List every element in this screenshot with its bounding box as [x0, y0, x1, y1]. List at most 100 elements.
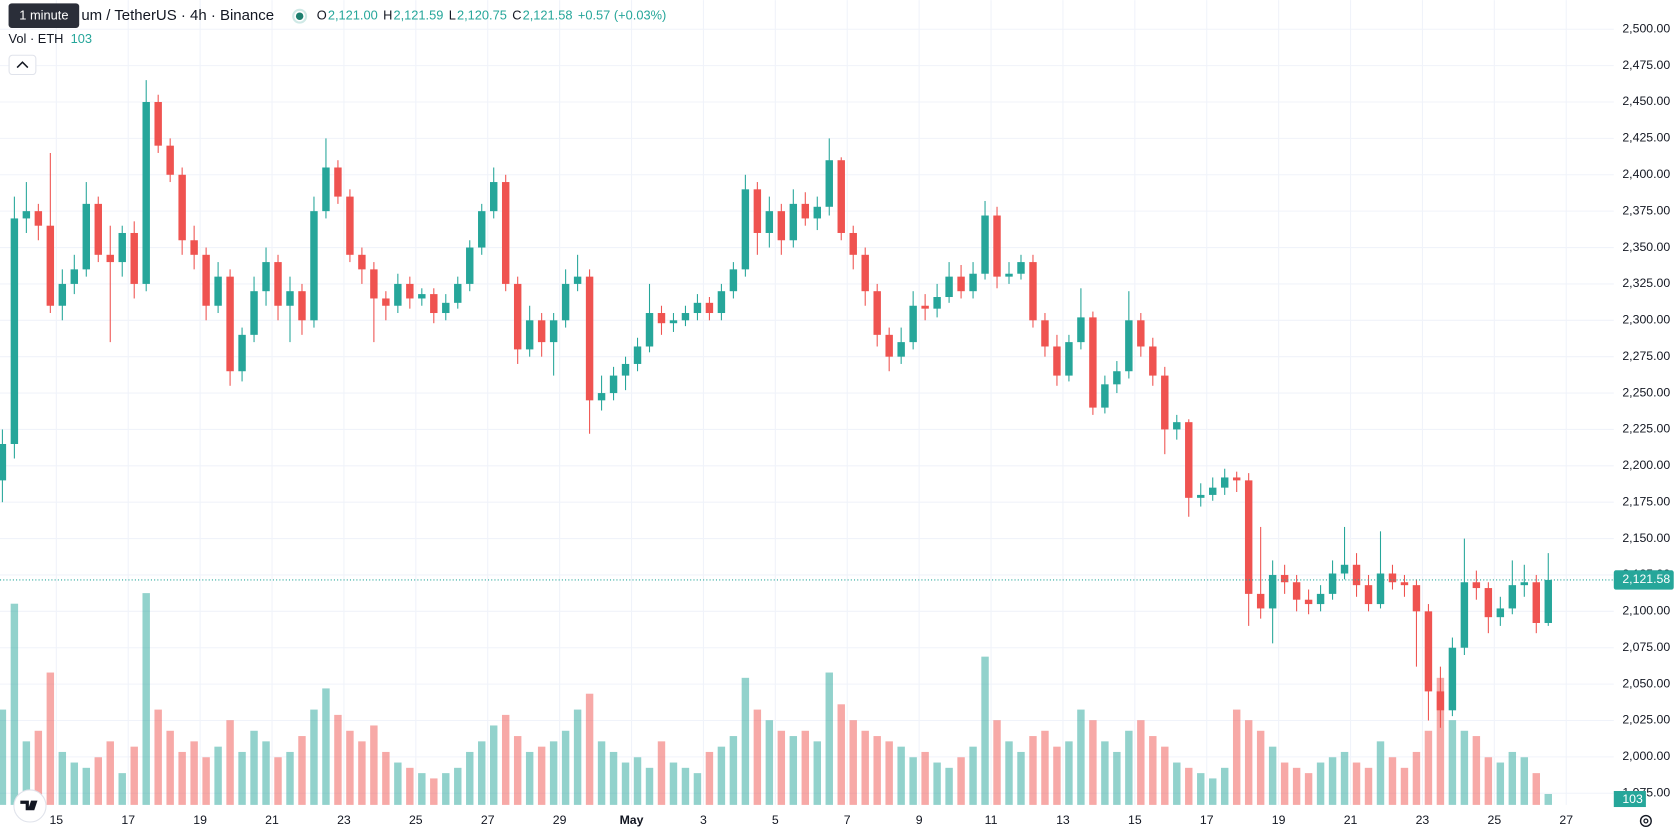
volume-bar [1197, 773, 1205, 805]
volume-bar [1484, 757, 1493, 805]
volume-bar [1364, 767, 1373, 805]
volume-bar [1508, 751, 1517, 805]
candle-body [1316, 593, 1325, 605]
volume-bar [478, 741, 486, 805]
candle-body [1508, 585, 1517, 609]
x-tick-label: May [620, 813, 644, 827]
candle-body [957, 276, 965, 292]
volume-bar [142, 593, 150, 805]
candle-body [1149, 346, 1157, 376]
volume-bar [1185, 767, 1193, 805]
ohlc-value: 2,120.75 [457, 8, 507, 23]
candle-body [849, 232, 857, 255]
candle-body [1376, 573, 1385, 605]
volume-bar [549, 741, 558, 805]
volume-bar [825, 672, 833, 805]
y-tick-label: 2,375.00 [1622, 203, 1670, 217]
candle-body [10, 218, 19, 444]
volume-bar [717, 746, 726, 805]
y-tick-label: 2,200.00 [1622, 458, 1670, 472]
x-tick-label: 3 [700, 813, 707, 827]
candle-body [693, 302, 702, 314]
volume-bar [430, 778, 438, 805]
candle-body [717, 291, 726, 314]
candle-body [1101, 384, 1109, 408]
volume-bar [1149, 736, 1157, 805]
x-tick-label: 15 [1128, 813, 1142, 827]
y-tick-label: 2,300.00 [1622, 313, 1670, 327]
candle-body [765, 211, 774, 233]
candle-body [993, 215, 1001, 277]
volume-bar [1424, 730, 1433, 805]
volume-bar [1448, 720, 1457, 805]
volume-bar [1244, 720, 1253, 805]
volume-bar [765, 720, 774, 805]
volume-bar [154, 709, 162, 805]
candle-body [1520, 582, 1529, 586]
volume-bar [382, 751, 390, 805]
axes: 1,975.002,000.002,025.002,050.002,075.00… [49, 21, 1674, 827]
candle-body [478, 211, 486, 248]
candle-body [741, 189, 750, 270]
volume-bar [298, 736, 306, 805]
y-tick-label: 2,025.00 [1622, 713, 1670, 727]
tv-logo [13, 789, 47, 823]
x-tick-label: 17 [1200, 813, 1214, 827]
y-tick-label: 2,050.00 [1622, 676, 1670, 690]
volume-bar [981, 656, 989, 805]
x-tick-label: 9 [916, 813, 923, 827]
ohlc-key: L [449, 8, 456, 23]
candle-body [1005, 273, 1013, 277]
volume-bar [190, 741, 198, 805]
candle-body [1292, 582, 1301, 600]
candle-body [573, 276, 582, 284]
candle-body [1304, 599, 1313, 605]
volume-bar [286, 751, 294, 805]
volume-bar [885, 741, 893, 805]
x-tick-label: 17 [121, 813, 135, 827]
volume-bar [1352, 762, 1361, 805]
volume-bar [645, 767, 654, 805]
volume-bar [1436, 677, 1445, 805]
volume-bar [166, 730, 174, 805]
candle-body [130, 232, 138, 284]
candle-body [142, 102, 150, 284]
volume-bar [442, 773, 450, 805]
candle-body [370, 269, 378, 299]
candle-body [1328, 573, 1337, 594]
volume-bar [274, 757, 282, 805]
candle-body [801, 203, 810, 219]
candle-body [82, 203, 90, 270]
collapse-button[interactable] [8, 54, 37, 76]
candle-body [1077, 317, 1085, 343]
ohlc-value: 2,121.00 [328, 8, 378, 23]
volume-bar [1268, 746, 1277, 805]
volume-bar [1388, 757, 1397, 805]
volume-bar [1496, 762, 1505, 805]
x-tick-label: 19 [193, 813, 207, 827]
volume-bar [741, 677, 750, 805]
volume-bar [837, 704, 845, 805]
candle-body [118, 232, 126, 263]
candle-body [897, 342, 905, 357]
volume-bar [226, 720, 234, 805]
candle-body [777, 211, 786, 241]
price-pane [0, 80, 1614, 728]
candle-body [1544, 579, 1552, 623]
candle-body [202, 254, 210, 306]
ohlc-key: H [383, 8, 392, 23]
logo-mark [20, 800, 38, 811]
x-tick-label: 5 [772, 813, 779, 827]
settings-icon[interactable] [1639, 814, 1652, 827]
candle-body [933, 297, 941, 309]
x-tick-label: 29 [553, 813, 567, 827]
candle-body [1065, 342, 1073, 376]
volume-bar [406, 767, 414, 805]
volume-bar [1280, 762, 1289, 805]
volume-value: 103 [71, 31, 92, 46]
candle-body [885, 334, 893, 357]
volume-bar [1089, 720, 1097, 805]
grid [0, 0, 1614, 805]
tooltip-box [8, 3, 80, 28]
status-dot-inner [295, 12, 304, 20]
